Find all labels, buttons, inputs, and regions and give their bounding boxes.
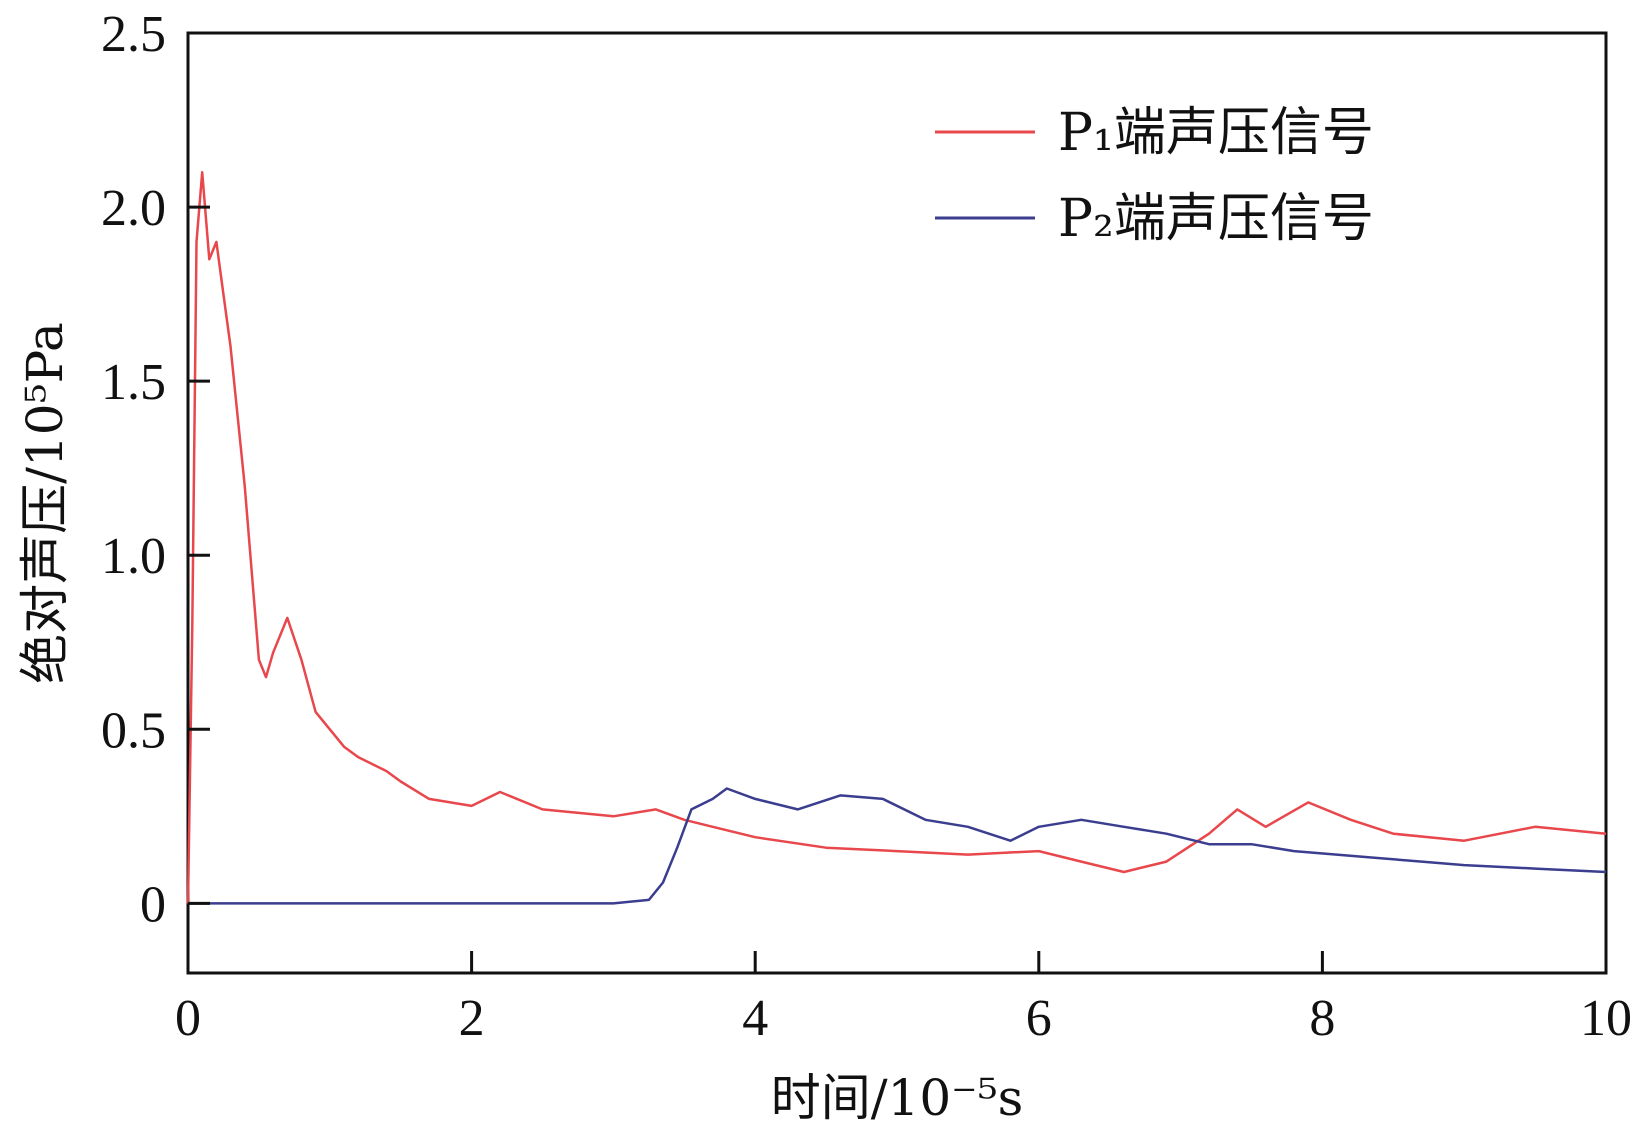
y-tick-label: 2.5 <box>101 6 166 63</box>
y-tick-label: 1.5 <box>101 354 166 411</box>
series-layer <box>186 171 1607 905</box>
y-tick-label: 0 <box>140 876 166 933</box>
series-line-2 <box>188 787 1607 905</box>
x-tick-label: 2 <box>459 990 485 1047</box>
y-tick-label: 1.0 <box>101 528 166 585</box>
y-axis-label: 绝对声压/10⁵Pa <box>16 322 74 684</box>
tick-labels-layer: 0 2 4 6 8 10 0 0.5 1.0 1.5 2.0 2.5 <box>101 6 1632 1047</box>
x-tick-label: 8 <box>1309 990 1335 1047</box>
series-line-1 <box>186 171 1607 904</box>
x-tick-label: 0 <box>175 990 201 1047</box>
x-tick-label: 10 <box>1580 990 1632 1047</box>
y-tick-label: 2.0 <box>101 180 166 237</box>
ticks-layer <box>186 31 1608 973</box>
x-tick-label: 6 <box>1026 990 1052 1047</box>
x-tick-label: 4 <box>742 990 768 1047</box>
x-axis-label: 时间/10⁻⁵s <box>771 1069 1024 1127</box>
legend-label-p1: P₁端声压信号 <box>1058 103 1374 163</box>
y-tick-label: 0.5 <box>101 702 166 759</box>
plot-frame <box>186 31 1608 975</box>
legend: P₁端声压信号 P₂端声压信号 <box>935 103 1374 249</box>
legend-label-p2: P₂端声压信号 <box>1058 189 1374 249</box>
